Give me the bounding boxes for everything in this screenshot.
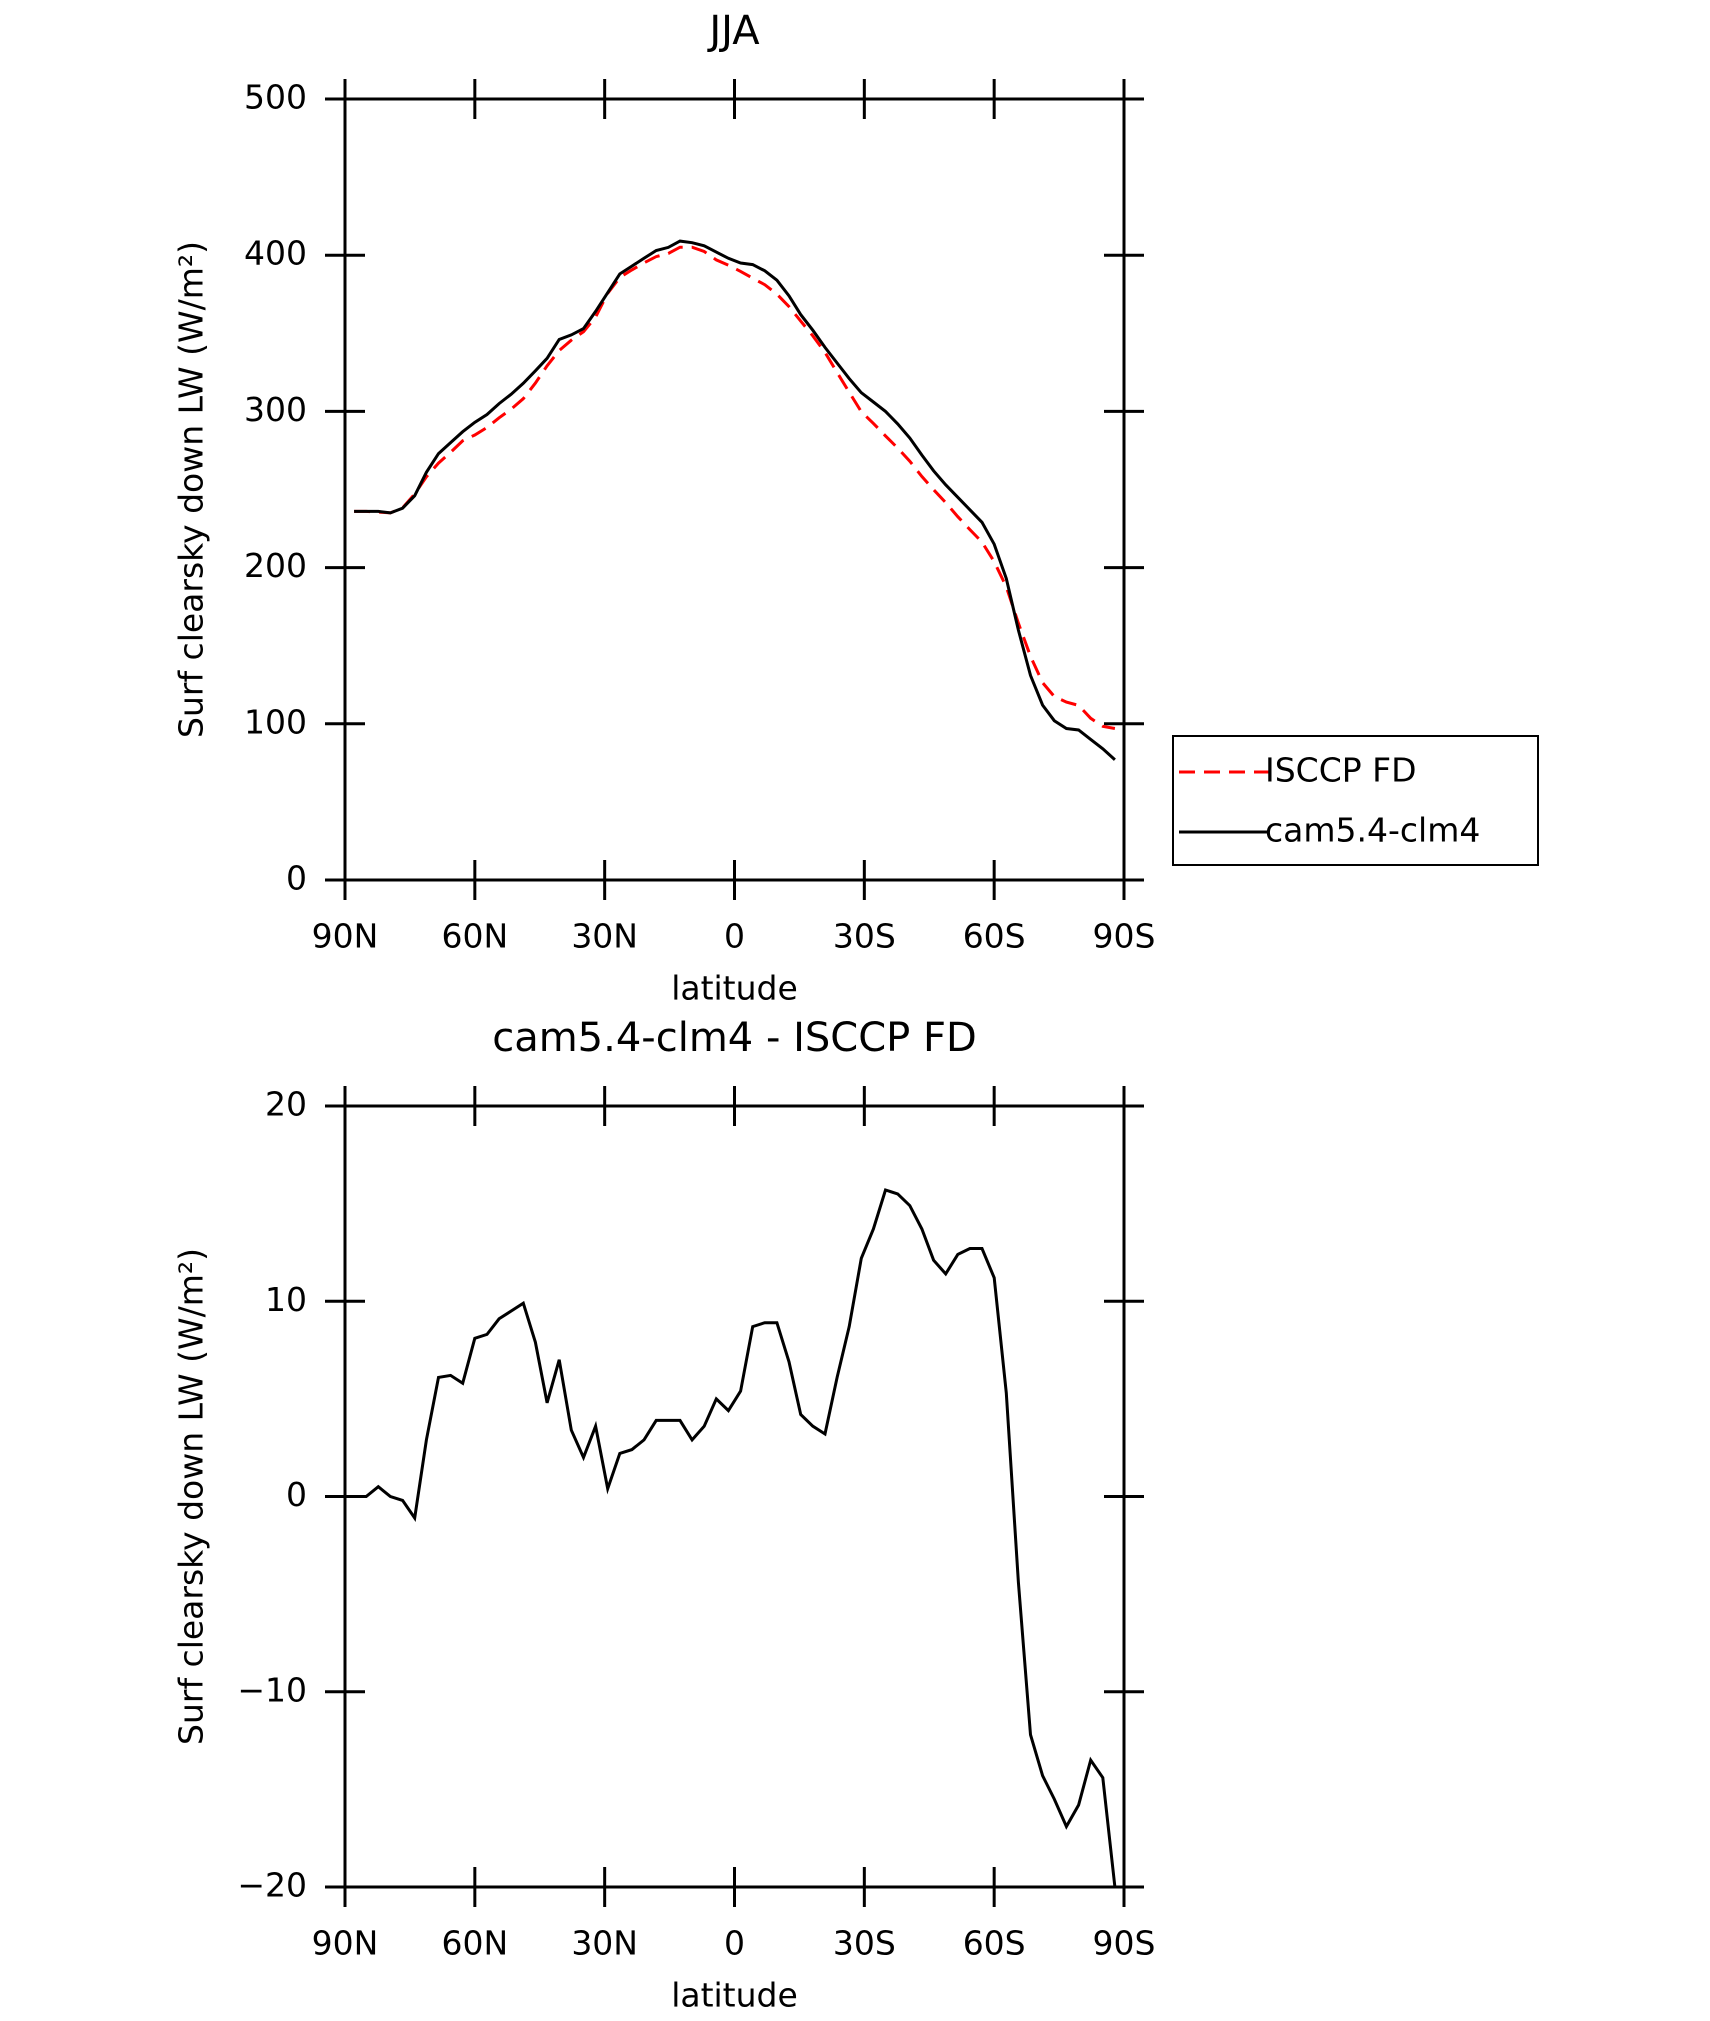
x-tick-label: 90S bbox=[1093, 917, 1156, 956]
legend: ISCCP FD cam5.4-clm4 bbox=[1172, 735, 1539, 866]
plot-frame bbox=[343, 97, 1126, 882]
x-axis-label: latitude bbox=[671, 1976, 798, 2015]
y-tick-label: 100 bbox=[244, 702, 307, 741]
plot-frame bbox=[343, 1104, 1126, 1889]
y-tick-label: 500 bbox=[244, 78, 307, 117]
series-line bbox=[354, 239, 1116, 761]
x-tick-label: 60N bbox=[441, 1924, 508, 1963]
y-tick-label: 20 bbox=[265, 1085, 307, 1124]
x-tick-label: 30N bbox=[571, 917, 638, 956]
y-tick-label: 400 bbox=[244, 234, 307, 273]
series-line bbox=[354, 1188, 1117, 1888]
x-tick-label: 90N bbox=[312, 1924, 379, 1963]
y-axis-label: Surf clearsky down LW (W/m²) bbox=[172, 241, 211, 738]
x-tick-label: 90N bbox=[312, 917, 379, 956]
x-tick-label: 90S bbox=[1093, 1924, 1156, 1963]
x-tick-label: 0 bbox=[724, 1924, 745, 1963]
x-tick-label: 30S bbox=[833, 917, 896, 956]
x-axis-label: latitude bbox=[671, 969, 798, 1008]
y-tick-label: 200 bbox=[244, 546, 307, 585]
y-tick-label: 0 bbox=[286, 1475, 307, 1514]
x-tick-label: 60S bbox=[963, 1924, 1026, 1963]
y-tick-label: −10 bbox=[237, 1670, 307, 1709]
x-tick-label: 60N bbox=[441, 917, 508, 956]
y-tick-label: −20 bbox=[237, 1866, 307, 1905]
chart-title: cam5.4-clm4 - ISCCP FD bbox=[492, 1015, 977, 1061]
y-tick-label: 300 bbox=[244, 390, 307, 429]
chart-title: JJA bbox=[706, 8, 760, 54]
series-line bbox=[354, 245, 1116, 730]
y-tick-label: 0 bbox=[286, 859, 307, 898]
legend-label: cam5.4-clm4 bbox=[1265, 811, 1480, 850]
y-axis-label: Surf clearsky down LW (W/m²) bbox=[172, 1248, 211, 1745]
x-tick-label: 30S bbox=[833, 1924, 896, 1963]
x-tick-label: 0 bbox=[724, 917, 745, 956]
legend-box bbox=[1172, 735, 1539, 866]
legend-label: ISCCP FD bbox=[1265, 751, 1417, 790]
x-tick-label: 60S bbox=[963, 917, 1026, 956]
x-tick-label: 30N bbox=[571, 1924, 638, 1963]
y-tick-label: 10 bbox=[265, 1280, 307, 1319]
